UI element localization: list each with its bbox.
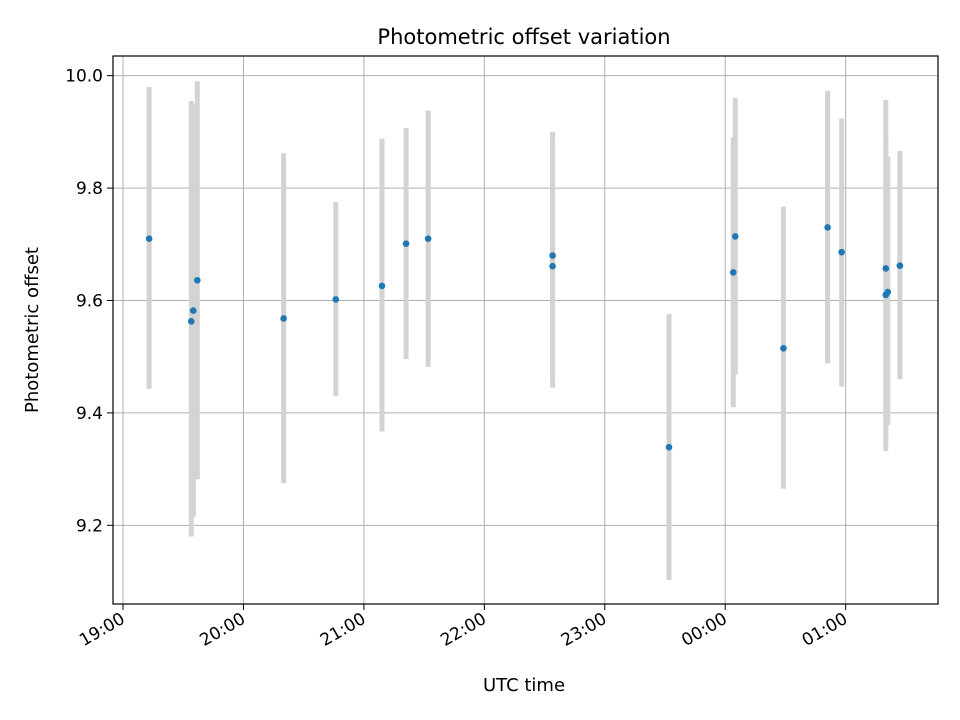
y-tick-label: 9.6 [76, 291, 103, 311]
data-points [145, 224, 904, 451]
data-point [402, 240, 410, 248]
data-point [780, 344, 787, 352]
data-point [665, 443, 673, 451]
grid [113, 56, 938, 604]
y-tick-label: 10.0 [65, 67, 103, 87]
data-point [424, 235, 432, 242]
data-point [549, 252, 556, 259]
plot-frame [112, 55, 939, 605]
chart-title: Photometric offset variation [377, 25, 670, 49]
data-point [731, 233, 739, 240]
y-tick-label: 9.4 [76, 404, 103, 424]
data-point [884, 288, 892, 296]
data-point [189, 307, 197, 314]
x-axis-label: UTC time [483, 675, 565, 696]
data-point [332, 296, 340, 303]
data-point [145, 235, 153, 242]
data-point [194, 276, 201, 284]
data-point [187, 317, 195, 325]
data-point [549, 262, 556, 270]
data-point [824, 224, 831, 231]
data-point [729, 269, 737, 276]
data-point [280, 315, 287, 322]
data-point [896, 262, 904, 269]
y-tick-label: 9.2 [76, 516, 103, 536]
y-axis-label: Photometric offset [22, 247, 43, 413]
data-point [838, 248, 845, 256]
y-tick-label: 9.8 [76, 179, 103, 199]
data-point [378, 282, 386, 290]
y-axis-ticks: 9.2 9.4 9.6 9.8 10.0 [65, 67, 113, 536]
data-point [882, 265, 890, 272]
